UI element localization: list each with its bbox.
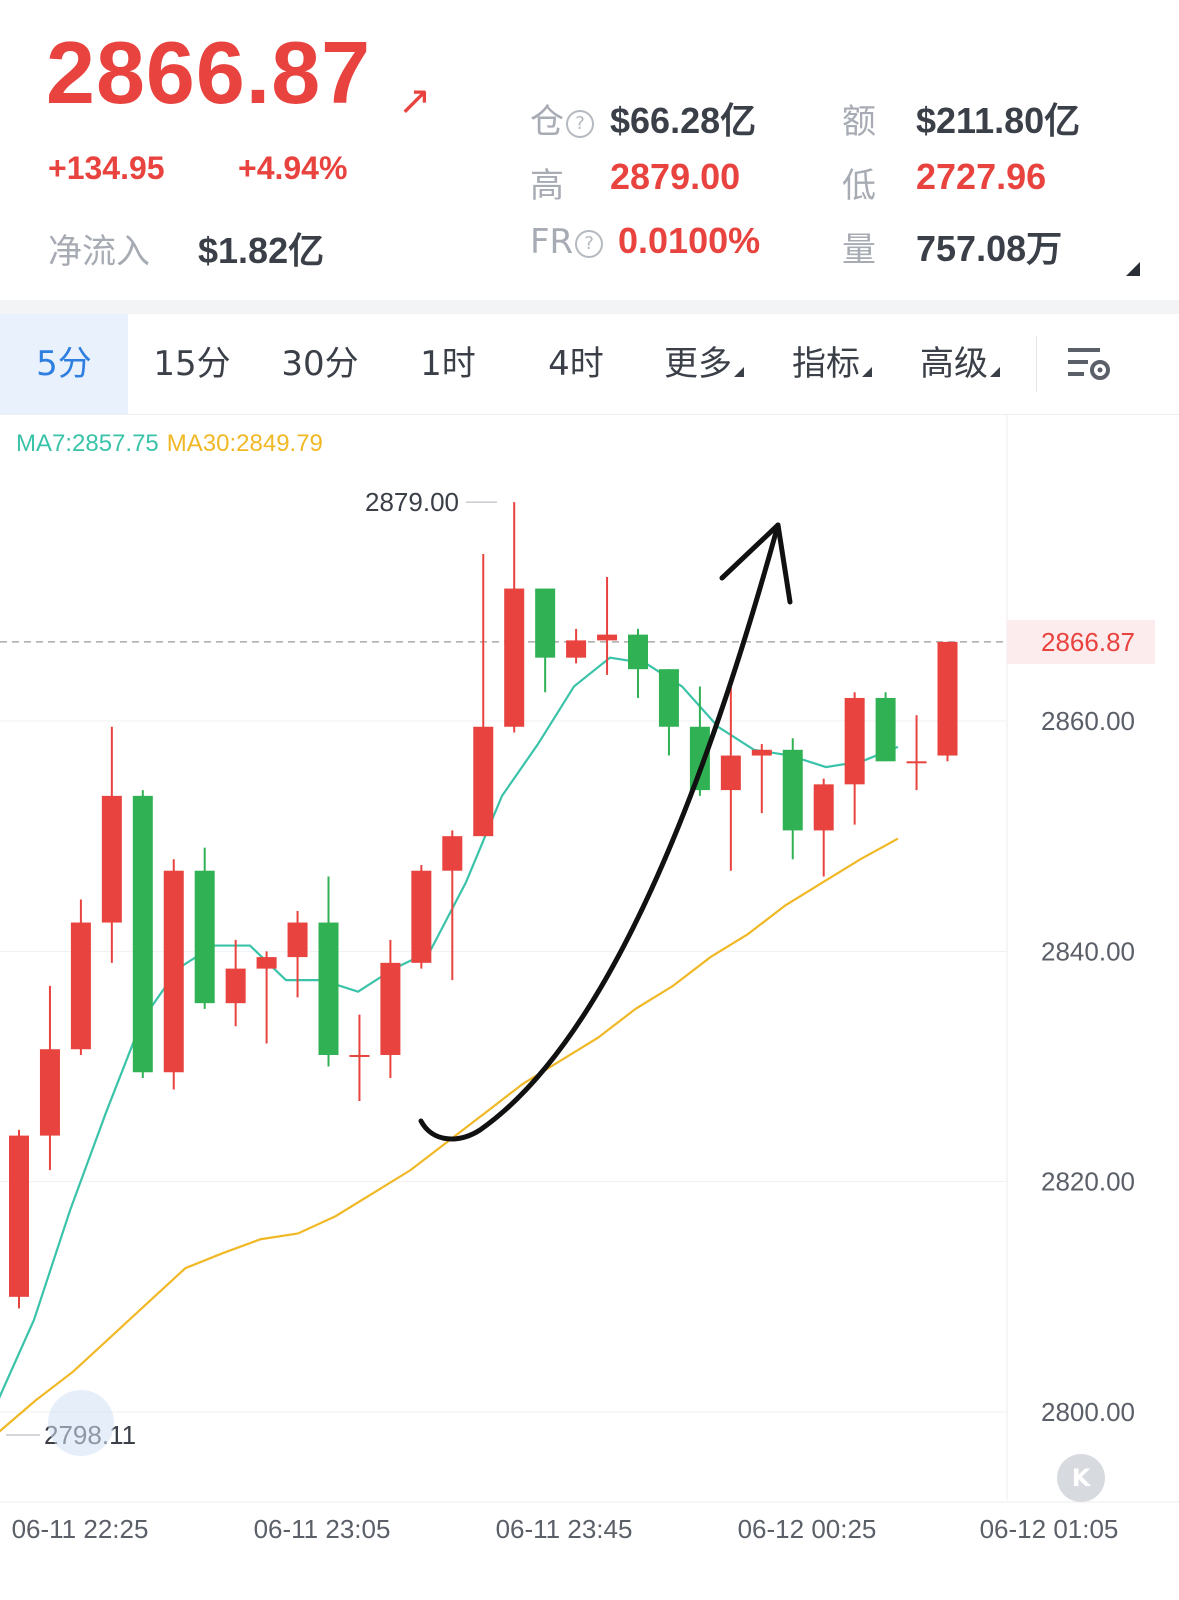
price-change: +134.95 [48,150,165,186]
tab-15min[interactable]: 15分 [128,314,256,414]
last-price: 2866.87 [46,23,372,122]
candle-body [751,749,772,756]
kline-toggle-button[interactable]: K [1057,1454,1105,1502]
candle-body [875,697,896,762]
interval-tabs: 5分 15分 30分 1时 4时 更多 指标 高级 [0,314,1179,415]
x-tick-label: 06-11 23:05 [254,1514,391,1544]
candle-body [658,669,679,727]
candle-body [163,870,184,1073]
tab-indicators[interactable]: 指标 [768,314,896,414]
candle-body [101,795,122,923]
low-value: 2727.96 [916,156,1047,197]
candle-body [132,795,153,1073]
candle-body [9,1135,29,1297]
candlestick-chart[interactable]: 2860.00 2840.00 2820.00 2800.00 06-11 22:25 0… [0,414,1179,1600]
candle-body [566,640,587,658]
expand-stats-icon[interactable] [1126,262,1140,276]
section-divider [0,300,1179,314]
x-tick-label: 06-12 01:05 [980,1514,1119,1544]
volume-label: 量 [842,230,876,270]
tab-label: 更多 [664,344,732,384]
y-tick-label: 2800.00 [1041,1397,1135,1427]
tab-label: 指标 [792,344,860,384]
current-price-label: 2866.87 [1041,627,1135,657]
help-icon[interactable]: ? [575,229,604,258]
net-inflow-value: $1.82亿 [198,230,325,271]
current-price-tag [1007,619,1155,664]
trend-up-icon: ↗ [398,78,432,124]
tab-label: 30分 [281,344,359,384]
tab-label: 15分 [153,344,231,384]
tab-30min[interactable]: 30分 [256,314,384,414]
candle-body [256,957,277,969]
help-icon[interactable]: ? [566,109,594,138]
y-tick-label: 2860.00 [1041,706,1135,736]
volume-value: 757.08万 [916,228,1063,269]
hand-drawn-arrowhead [719,522,793,605]
ma7-value: MA7:2857.75 [16,430,159,457]
candle-body [504,588,525,727]
tab-1h[interactable]: 1时 [384,314,512,414]
candle-body [70,922,91,1050]
candle-body [39,1049,60,1136]
dropdown-icon [990,367,1000,377]
candle-body [473,726,494,837]
open-interest-label[interactable]: 仓? [530,94,594,143]
candle-body [844,697,865,785]
tab-label: 1时 [420,344,476,384]
candle-body [318,922,339,1055]
dropdown-icon [862,367,872,377]
funding-rate-label[interactable]: FR? [530,222,604,262]
candle-body [287,922,308,958]
candle-body [535,588,556,658]
ma-legend: MA7:2857.75 MA30:2849.79 [16,430,323,458]
candle-body [689,726,710,791]
candle-body [720,755,741,791]
funding-rate-value: 0.0100% [618,220,761,261]
low-label: 低 [842,166,876,206]
x-tick-label: 06-11 23:45 [496,1514,633,1544]
ma30-line [0,837,899,1433]
y-tick-label: 2820.00 [1041,1167,1135,1197]
high-label: 高 [530,166,564,206]
ticker-header: 2866.87 ↗ +134.95 +4.94% 净流入 $1.82亿 仓? $… [0,0,1179,300]
candle-body [225,968,246,1004]
tab-advanced[interactable]: 高级 [896,314,1024,414]
x-tick-label: 06-12 00:25 [738,1514,877,1544]
chart-settings-icon[interactable] [1066,344,1114,384]
candle-body [937,641,958,756]
candle-body [813,784,834,831]
hand-drawn-trend-arrow [418,522,781,1142]
candle-body [349,1054,370,1057]
open-interest-label-text: 仓 [530,102,564,142]
high-value: 2879.00 [610,156,741,197]
y-tick-label: 2840.00 [1041,936,1135,966]
amount-label: 额 [842,102,876,142]
price-change-pct: +4.94% [238,150,348,186]
tab-5min[interactable]: 5分 [0,314,128,414]
tab-more[interactable]: 更多 [640,314,768,414]
candle-body [628,634,648,670]
tab-separator [1036,336,1037,392]
candle-body [782,749,803,831]
candle-body [194,870,215,1004]
candle-body [906,761,927,764]
x-tick-label: 06-11 22:25 [12,1514,149,1544]
net-inflow-label: 净流入 [48,232,150,272]
tab-label: 高级 [920,344,988,384]
amount-value: $211.80亿 [916,100,1081,141]
tab-4h[interactable]: 4时 [512,314,640,414]
low-marker-button[interactable] [48,1390,114,1456]
candle-body [380,962,401,1055]
open-interest-value: $66.28亿 [610,100,757,141]
candle-body [597,634,618,641]
tab-label: 4时 [548,344,604,384]
high-marker-label: 2879.00 [365,487,459,517]
tab-label: 5分 [36,344,92,384]
funding-rate-label-text: FR [530,222,574,262]
dropdown-icon [734,367,744,377]
candle-body [442,836,463,871]
candle-body [411,870,432,963]
ma30-value: MA30:2849.79 [166,430,323,457]
